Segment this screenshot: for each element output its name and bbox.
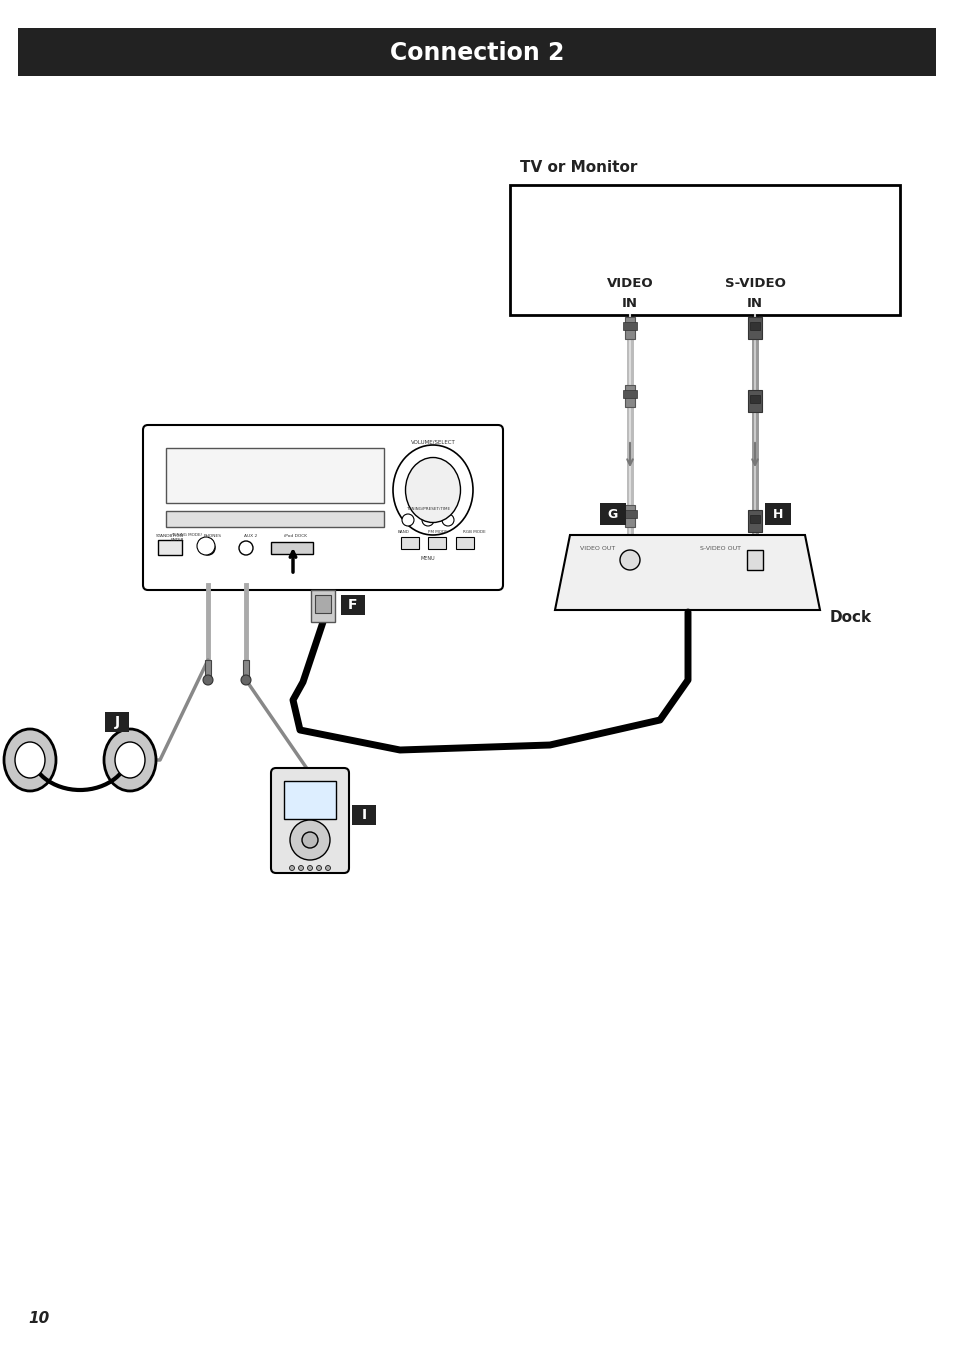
Text: VIDEO OUT: VIDEO OUT [579,546,615,550]
Text: TV or Monitor: TV or Monitor [519,161,637,175]
Circle shape [302,832,317,849]
Circle shape [290,820,330,861]
Text: F: F [348,598,357,612]
Bar [747,510,761,532]
Bar [314,595,331,612]
Bar [158,540,182,554]
Ellipse shape [393,445,473,536]
Bar [428,537,446,549]
Circle shape [196,537,214,554]
Text: iPod DOCK: iPod DOCK [284,534,307,538]
Bar [599,503,625,525]
Bar [622,510,637,518]
Bar [764,503,790,525]
Bar [105,712,129,733]
Text: BAND: BAND [397,530,410,534]
Circle shape [298,866,303,870]
Text: 10: 10 [28,1311,50,1326]
Bar [624,505,635,527]
Text: Connection 2: Connection 2 [390,40,563,65]
Bar [622,390,637,398]
Text: Dock: Dock [829,610,871,625]
Ellipse shape [405,457,460,522]
Ellipse shape [115,742,145,778]
Bar [510,185,899,316]
Bar [747,317,761,339]
Bar [340,595,365,615]
Bar [747,390,761,411]
Text: PM MODE: PM MODE [428,530,447,534]
Bar [18,28,935,76]
Bar [622,322,637,331]
Text: AUX 2: AUX 2 [244,534,257,538]
Text: J: J [114,715,119,728]
Bar [746,550,762,571]
Bar [749,515,760,523]
Ellipse shape [4,728,56,791]
Bar [749,322,760,331]
Text: STANDBY/ON: STANDBY/ON [156,534,184,538]
Circle shape [241,674,251,685]
Text: I: I [361,808,366,822]
Text: IN: IN [746,297,762,310]
Text: G: G [607,507,618,521]
Circle shape [239,541,253,554]
Bar [166,448,384,503]
Bar [624,384,635,407]
Circle shape [307,866,313,870]
Ellipse shape [104,728,156,791]
Bar [243,660,249,679]
FancyBboxPatch shape [271,768,349,873]
Polygon shape [555,536,820,610]
Circle shape [421,514,434,526]
Bar [311,590,335,622]
Bar [352,805,375,826]
Text: H: H [772,507,782,521]
Bar [624,317,635,339]
Text: TUNING MODE/
ENTER: TUNING MODE/ ENTER [171,533,202,542]
Text: S-VIDEO OUT: S-VIDEO OUT [700,546,740,550]
Text: RGB MODE: RGB MODE [462,530,485,534]
Text: TUNING/PRESET/TIME: TUNING/PRESET/TIME [406,507,450,511]
Bar [456,537,474,549]
Bar [205,660,211,679]
Bar [400,537,418,549]
Circle shape [289,866,294,870]
Bar [271,542,313,554]
Circle shape [316,866,321,870]
Circle shape [203,674,213,685]
FancyBboxPatch shape [143,425,502,590]
Bar [166,511,384,527]
Circle shape [325,866,330,870]
Circle shape [619,550,639,571]
Text: VOLUME/SELECT: VOLUME/SELECT [410,440,455,445]
Bar [284,781,335,819]
Text: VIDEO: VIDEO [606,277,653,290]
Text: MENU: MENU [420,556,435,561]
Bar [749,395,760,403]
Text: PHONES: PHONES [204,534,222,538]
Text: IN: IN [621,297,638,310]
Circle shape [401,514,414,526]
Circle shape [441,514,454,526]
Circle shape [201,541,214,554]
Ellipse shape [15,742,45,778]
Text: S-VIDEO: S-VIDEO [723,277,784,290]
